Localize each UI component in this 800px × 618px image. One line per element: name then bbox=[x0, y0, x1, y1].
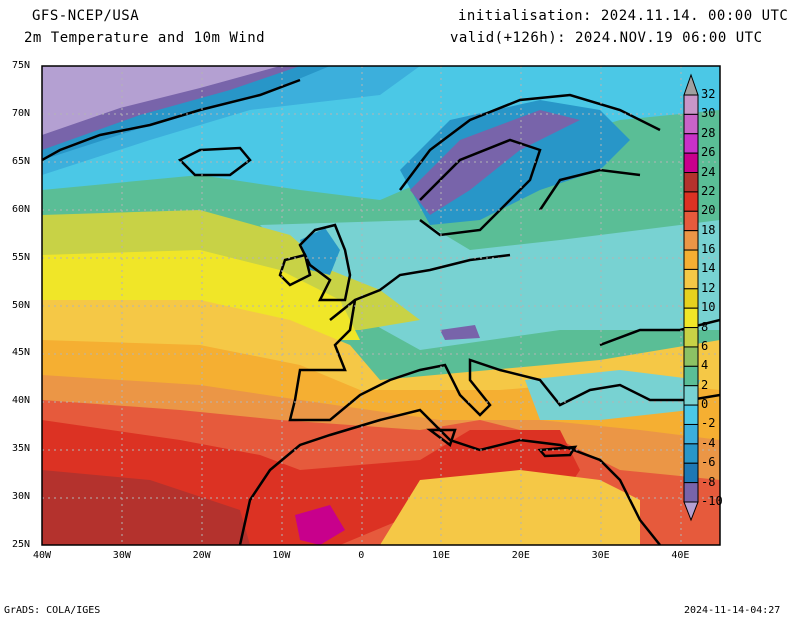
colorbar-label: 32 bbox=[701, 87, 716, 101]
lon-label: 30E bbox=[591, 550, 610, 561]
graticule bbox=[42, 66, 720, 545]
initialisation-time: initialisation: 2024.11.14. 00:00 UTC bbox=[458, 8, 789, 24]
valid-time: valid(+126h): 2024.NOV.19 06:00 UTC bbox=[450, 30, 763, 46]
colorbar-bin bbox=[683, 133, 699, 154]
colorbar-bin bbox=[683, 365, 699, 387]
colorbar-bin bbox=[683, 423, 699, 445]
colorbar-bin bbox=[683, 249, 699, 270]
colorbar-label: 12 bbox=[701, 280, 716, 295]
colorbar bbox=[683, 73, 699, 522]
lon-label: 10W bbox=[272, 550, 291, 561]
lon-label: 20W bbox=[192, 550, 211, 561]
lon-label: 40E bbox=[671, 550, 690, 561]
lat-label: 70N bbox=[12, 107, 31, 119]
colorbar-bin bbox=[683, 230, 699, 251]
colorbar-bin bbox=[683, 94, 699, 115]
temperature-field bbox=[42, 66, 720, 545]
colorbar-label: -8 bbox=[701, 474, 716, 489]
colorbar-bin bbox=[683, 385, 699, 406]
lat-label: 30N bbox=[12, 491, 31, 503]
lat-label: 55N bbox=[12, 251, 31, 263]
colorbar-label: -2 bbox=[701, 416, 716, 431]
lat-label: 40N bbox=[12, 395, 31, 407]
lon-label: 20E bbox=[511, 550, 530, 561]
colorbar-label: 2 bbox=[701, 377, 709, 392]
lon-label: 40W bbox=[33, 550, 52, 561]
colorbar-label: 28 bbox=[701, 125, 716, 140]
lat-label: 75N bbox=[12, 60, 31, 71]
colorbar-bin bbox=[683, 404, 699, 425]
lat-label: 35N bbox=[12, 443, 31, 455]
colorbar-label: 18 bbox=[701, 222, 716, 237]
colorbar-label: 0 bbox=[701, 397, 709, 412]
model-title: GFS-NCEP/USA bbox=[32, 8, 140, 24]
lat-label: 50N bbox=[12, 299, 31, 311]
lon-label: 30W bbox=[112, 550, 131, 561]
colorbar-bin bbox=[683, 443, 699, 464]
colorbar-bin bbox=[683, 307, 699, 329]
colorbar-label: 20 bbox=[701, 203, 716, 218]
colorbar-bin bbox=[683, 210, 699, 232]
colorbar-bin bbox=[683, 288, 699, 309]
colorbar-bin bbox=[683, 172, 699, 193]
lon-label: 0 bbox=[358, 550, 365, 561]
colorbar-bin bbox=[683, 346, 699, 367]
colorbar-label: 22 bbox=[701, 183, 716, 198]
footer-timestamp: 2024-11-14-04:27 bbox=[684, 605, 781, 616]
colorbar-label: 4 bbox=[701, 358, 709, 373]
product-title: 2m Temperature and 10m Wind bbox=[24, 30, 266, 46]
colorbar-label: 10 bbox=[701, 300, 716, 315]
colorbar-bin bbox=[683, 482, 699, 503]
colorbar-label: 24 bbox=[701, 164, 716, 179]
lon-label: 10E bbox=[432, 550, 451, 561]
colorbar-label: 6 bbox=[701, 338, 709, 353]
colorbar-label: -6 bbox=[701, 455, 716, 470]
colorbar-label: 16 bbox=[701, 242, 716, 257]
colorbar-label: 26 bbox=[701, 145, 716, 160]
colorbar-label: 8 bbox=[701, 319, 709, 334]
colorbar-label: 30 bbox=[701, 106, 716, 121]
colorbar-bin bbox=[683, 113, 699, 135]
colorbar-bin bbox=[683, 462, 699, 484]
colorbar-bin bbox=[683, 268, 699, 290]
colorbar-bin bbox=[683, 327, 699, 348]
lat-label: 45N bbox=[12, 347, 31, 359]
colorbar-bin bbox=[683, 191, 699, 212]
colorbar-bin bbox=[683, 152, 699, 174]
colorbar-label: 14 bbox=[701, 261, 716, 276]
lat-label: 60N bbox=[12, 203, 31, 215]
lat-label: 25N bbox=[12, 539, 31, 550]
footer-software: GrADS: COLA/IGES bbox=[4, 605, 101, 616]
lat-label: 65N bbox=[12, 155, 31, 167]
colorbar-label: -4 bbox=[701, 435, 716, 450]
coastlines bbox=[42, 78, 720, 545]
map-frame bbox=[41, 65, 721, 546]
colorbar-label: -10 bbox=[701, 494, 723, 508]
colorbar-below-triangle bbox=[683, 501, 699, 522]
